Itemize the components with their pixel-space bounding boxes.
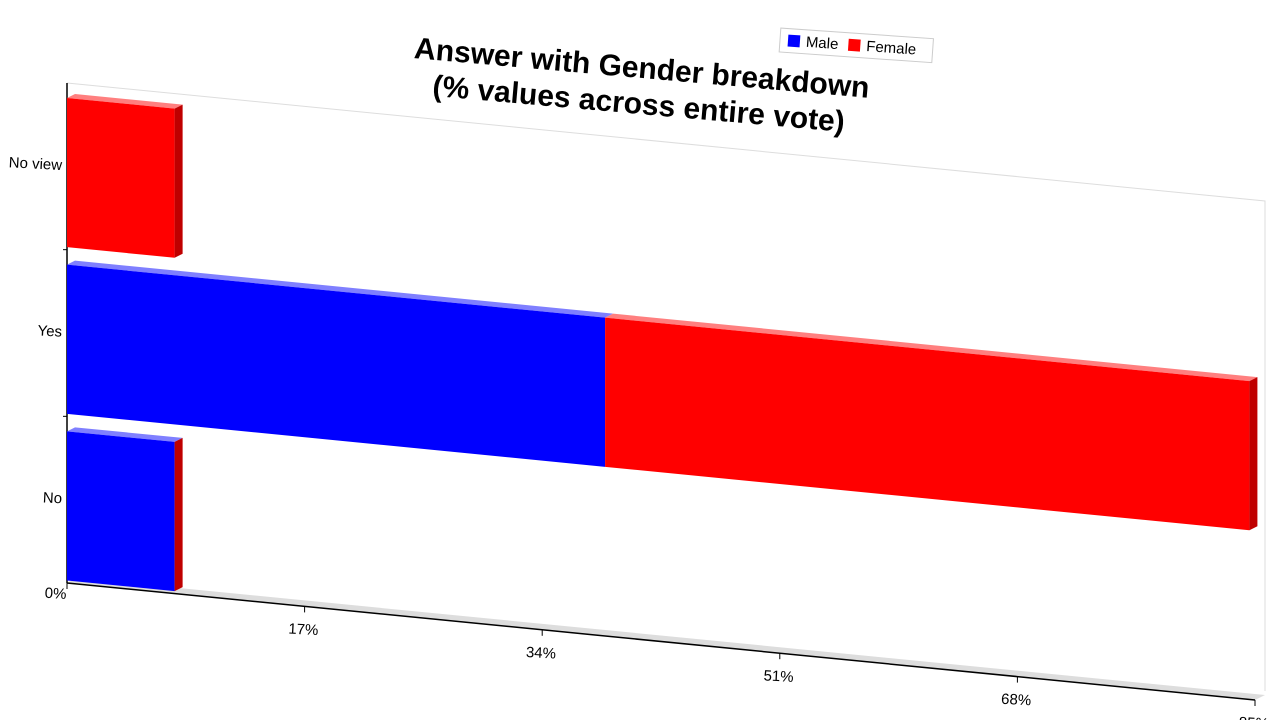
legend: Male Female xyxy=(778,27,934,64)
x-tick-label: 34% xyxy=(526,644,557,663)
bar-top xyxy=(67,94,183,109)
legend-swatch xyxy=(787,34,801,48)
bar-side xyxy=(1249,377,1258,531)
x-tick-label: 51% xyxy=(763,667,794,686)
y-tick-label: No view xyxy=(8,154,62,174)
bar xyxy=(67,431,175,592)
bar-side xyxy=(174,104,183,258)
x-axis xyxy=(66,582,1256,701)
legend-label: Male xyxy=(805,34,839,53)
y-tick-label: No xyxy=(42,489,62,507)
x-tick-label: 17% xyxy=(288,621,319,640)
x-tick-label: 85% xyxy=(1238,714,1269,720)
bar-top xyxy=(67,260,614,318)
bar xyxy=(605,317,1250,531)
floor xyxy=(67,578,1265,700)
bar-top xyxy=(67,427,183,442)
bar xyxy=(67,98,175,258)
plot-frame xyxy=(66,82,1266,691)
bar-top xyxy=(605,313,1258,382)
x-tick-label: 0% xyxy=(44,585,67,603)
legend-label: Female xyxy=(866,38,917,58)
y-tick-label: Yes xyxy=(37,322,62,340)
x-tick-label: 68% xyxy=(1001,691,1032,710)
bar xyxy=(67,264,606,467)
bar-side xyxy=(174,437,183,592)
legend-swatch xyxy=(847,38,861,52)
